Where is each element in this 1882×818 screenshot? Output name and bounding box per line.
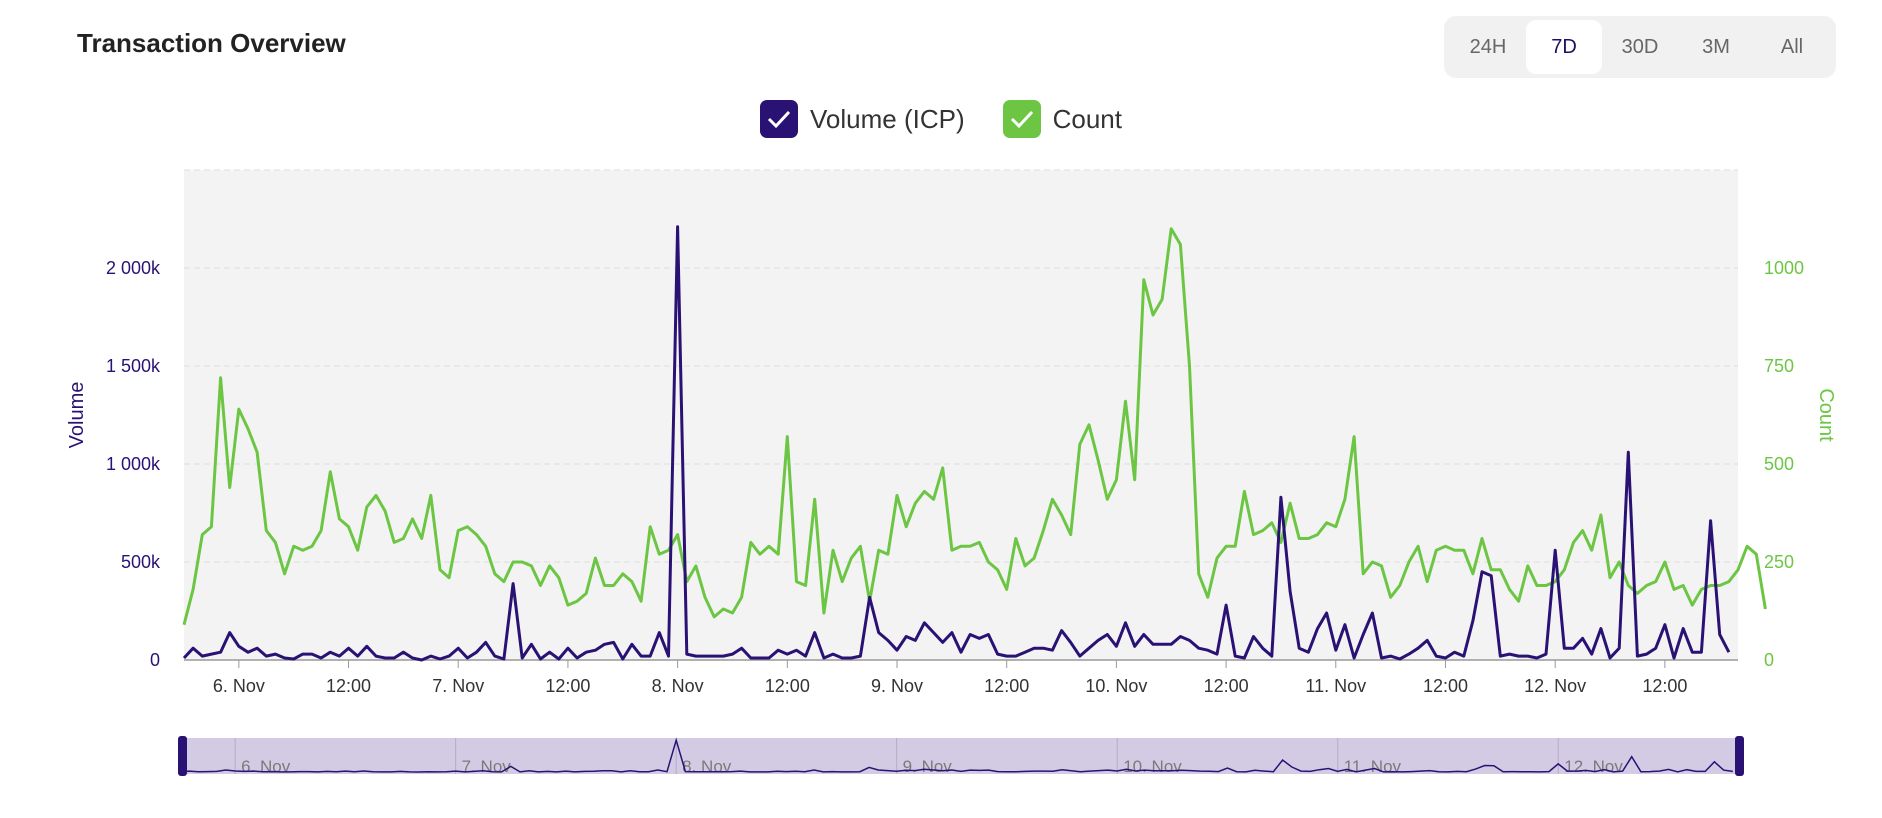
range-all-button[interactable]: All [1780,35,1804,58]
range-3m-button[interactable]: 3M [1702,35,1730,58]
y-tick-label-volume: 1 500k [106,356,161,376]
y-tick-label-count: 1000 [1764,258,1804,278]
y-tick-label-count: 500 [1764,454,1794,474]
navigator-label: 12. Nov [1564,757,1623,776]
navigator-selection[interactable] [180,738,1742,774]
navigator[interactable]: 6. Nov 7. Nov 8. Nov 9. Nov 10. Nov 11. Nov 12… [178,736,1744,776]
series-lines [182,225,1767,662]
legend-item-count[interactable]: Count [1002,100,1122,138]
navigator-label: 6. Nov [241,757,291,776]
chart-legend: Volume (ICP) Count [0,100,1882,138]
navigator-handle-left[interactable] [178,736,187,776]
legend-label-count: Count [1052,103,1122,134]
y-tick-label-volume: 1 000k [106,454,161,474]
x-tick-label: 11. Nov [1305,676,1366,696]
y-axis-title-volume: Volume [66,382,88,449]
x-tick-label: 7. Nov [432,676,484,696]
y-tick-label-volume: 2 000k [106,258,161,278]
checkmark-icon [1002,100,1041,138]
range-30d-button[interactable]: 30D [1621,35,1659,58]
range-7d-button[interactable]: 7D [1526,20,1602,74]
navigator-label: 7. Nov [462,757,512,776]
x-tick-label: 10. Nov [1085,676,1147,696]
range-selector: 24H 7D 30D 3M All [1444,16,1836,78]
x-tick-label: 8. Nov [652,676,704,696]
y-tick-label-count: 0 [1764,650,1774,670]
plot-background [184,170,1738,660]
x-tick-label: 12:00 [1204,676,1249,696]
legend-item-volume[interactable]: Volume (ICP) [760,100,965,138]
legend-label-volume: Volume (ICP) [810,103,965,134]
series-line-count [182,227,1767,626]
series-line-volume [182,225,1731,662]
x-tick-label: 12:00 [984,676,1029,696]
grid-lines [184,169,1738,661]
y-tick-label-count: 750 [1764,356,1794,376]
x-tick-label: 12:00 [545,676,590,696]
axis-labels: Volume Count 0 500k 1 000k 1 500k 2 000k 0 250… [66,258,1837,696]
y-tick-label-volume: 500k [121,552,161,572]
y-axis-title-count: Count [1815,388,1837,442]
x-tick-label: 9. Nov [871,676,923,696]
y-tick-label-volume: 0 [150,650,160,670]
checkmark-icon [760,100,798,138]
page-title: Transaction Overview [77,28,346,58]
x-tick-label: 6. Nov [213,676,265,696]
x-tick-label: 12:00 [1423,676,1468,696]
navigator-label: 8. Nov [682,757,732,776]
navigator-series [179,737,1733,773]
navigator-label: 10. Nov [1123,757,1182,776]
navigator-label: 11. Nov [1344,757,1402,776]
navigator-label: 9. Nov [903,757,953,776]
y-tick-label-count: 250 [1764,552,1794,572]
range-24h-button[interactable]: 24H [1469,35,1507,58]
x-tick-label: 12:00 [326,676,371,696]
x-tick-label: 12. Nov [1524,676,1586,696]
navigator-handle-right[interactable] [1735,736,1744,776]
x-tick-label: 12:00 [765,676,810,696]
x-tick-label: 12:00 [1642,676,1687,696]
